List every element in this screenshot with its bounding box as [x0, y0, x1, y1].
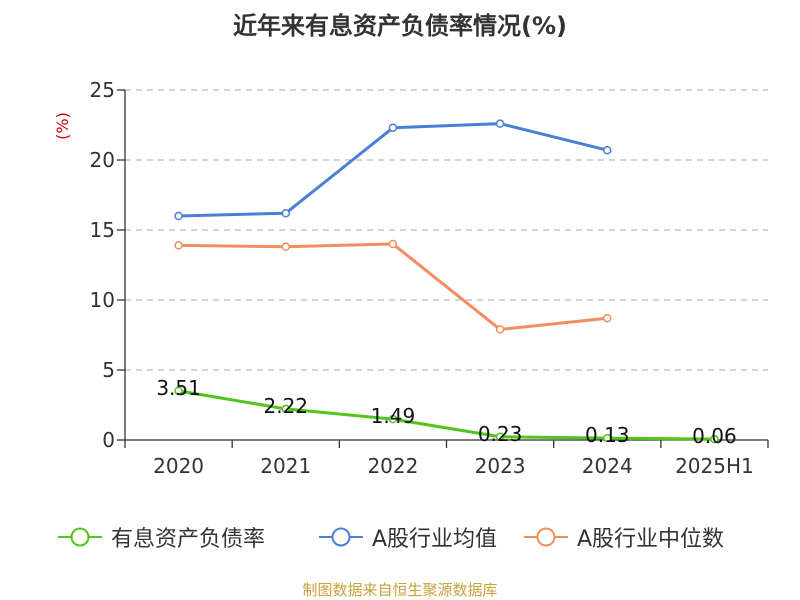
series-line [178, 242, 608, 331]
series-line [178, 122, 608, 218]
legend: 有息资产负债率 A股行业均值 A股行业中位数 [0, 519, 800, 555]
data-label: 0.23 [478, 422, 523, 446]
y-tick-label: 20 [90, 148, 115, 172]
x-tick-label: 2025H1 [675, 454, 754, 478]
data-point [388, 414, 398, 424]
data-label: 2.22 [263, 394, 308, 418]
gridlines [125, 89, 768, 371]
data-point [710, 434, 719, 444]
data-point [174, 241, 183, 250]
y-tick-label: 10 [90, 288, 115, 312]
y-axis-unit-label: (%) [53, 112, 72, 140]
data-point [603, 145, 612, 155]
chart-title: 近年来有息资产负债率情况(%) [233, 12, 567, 40]
data-point [388, 239, 398, 249]
data-point [495, 119, 505, 128]
data-label: 3.51 [156, 376, 201, 400]
legend-item-industry-mean[interactable]: A股行业均值 [318, 519, 497, 555]
legend-label: A股行业均值 [372, 527, 498, 552]
data-label: 1.49 [371, 404, 416, 428]
x-tick-label: 2024 [582, 454, 633, 478]
data-labels: 3.51 2.22 1.49 0.23 0.13 0.06 [156, 376, 736, 448]
axes: 0 5 10 15 20 25 (%) 2020 2021 2022 2023 2024 2025H1 [53, 78, 769, 478]
legend-line-marker-icon [319, 527, 363, 547]
data-point [388, 123, 398, 133]
data-point [174, 211, 183, 221]
legend-line-marker-icon [524, 527, 568, 547]
y-tick-label: 15 [90, 218, 115, 242]
y-tick-label: 25 [90, 78, 115, 102]
data-point [174, 386, 183, 396]
data-point [495, 325, 505, 334]
series-lines [174, 119, 719, 444]
y-tick-label: 5 [102, 358, 115, 382]
data-label: 0.13 [585, 423, 630, 447]
data-source-note: 制图数据来自恒生聚源数据库 [302, 581, 498, 599]
x-tick-label: 2023 [475, 454, 526, 478]
legend-line-marker-icon [58, 527, 102, 547]
y-tick-label: 0 [102, 428, 115, 452]
legend-label: 有息资产负债率 [111, 527, 266, 552]
x-tick-label: 2022 [367, 454, 418, 478]
x-tick-label: 2020 [153, 454, 204, 478]
data-point [603, 313, 612, 323]
series-line [178, 389, 715, 441]
x-tick-label: 2021 [260, 454, 311, 478]
data-label: 0.06 [692, 424, 737, 448]
legend-label: A股行业中位数 [577, 527, 725, 552]
data-point [281, 242, 290, 252]
data-point [603, 433, 612, 443]
legend-item-interest-bearing-debt-ratio[interactable]: 有息资产负债率 [57, 519, 265, 555]
data-point [281, 404, 290, 414]
legend-item-industry-median[interactable]: A股行业中位数 [523, 519, 724, 555]
data-point [495, 432, 505, 442]
data-point [281, 208, 290, 218]
